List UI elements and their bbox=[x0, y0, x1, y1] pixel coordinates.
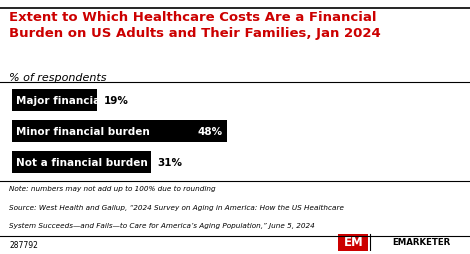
Text: 48%: 48% bbox=[197, 126, 223, 136]
Bar bbox=[12, 152, 151, 173]
Text: Source: West Health and Gallup, “2024 Survey on Aging in America: How the US Hea: Source: West Health and Gallup, “2024 Su… bbox=[9, 204, 345, 210]
Text: Minor financial burden: Minor financial burden bbox=[16, 126, 150, 136]
Bar bbox=[12, 90, 97, 111]
Text: Extent to Which Healthcare Costs Are a Financial
Burden on US Adults and Their F: Extent to Which Healthcare Costs Are a F… bbox=[9, 11, 381, 40]
Text: Not a financial burden: Not a financial burden bbox=[16, 157, 148, 167]
Text: EMARKETER: EMARKETER bbox=[392, 237, 451, 246]
Text: EM: EM bbox=[344, 235, 363, 248]
FancyBboxPatch shape bbox=[338, 234, 368, 250]
Bar bbox=[12, 121, 227, 142]
Text: 287792: 287792 bbox=[9, 240, 38, 249]
Text: 19%: 19% bbox=[104, 96, 129, 105]
Text: 31%: 31% bbox=[157, 157, 183, 167]
Text: Note: numbers may not add up to 100% due to rounding: Note: numbers may not add up to 100% due… bbox=[9, 185, 216, 192]
Text: System Succeeds—and Fails—to Care for America’s Aging Population,” June 5, 2024: System Succeeds—and Fails—to Care for Am… bbox=[9, 222, 315, 228]
Text: % of respondents: % of respondents bbox=[9, 72, 107, 82]
Text: Major financial burden: Major financial burden bbox=[16, 96, 150, 105]
